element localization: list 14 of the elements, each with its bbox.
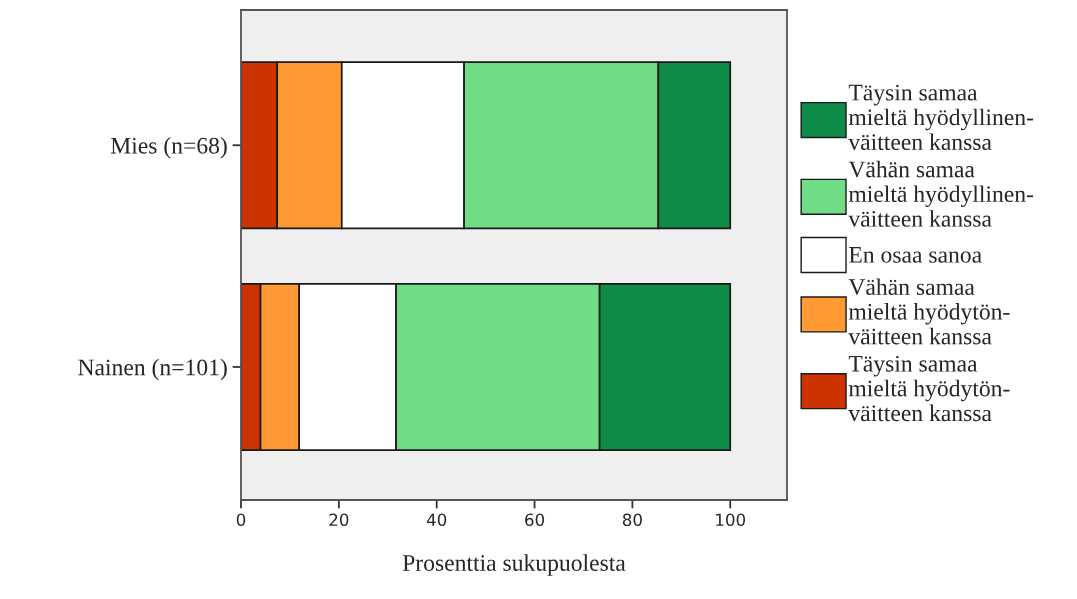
x-tick-label: 40 (426, 513, 447, 527)
legend-label: En osaa sanoa (849, 247, 982, 263)
y-tick-label: Nainen (n=101) (78, 358, 227, 381)
x-tick-label: 100 (716, 513, 746, 527)
x-tick-label: 60 (525, 513, 545, 527)
x-axis-title: Prosenttia sukupuolesta (402, 554, 626, 576)
legend-label: Vähän samaa mieltä hyödytön- väitteen kanssa (848, 278, 1010, 345)
x-tick-label: 20 (329, 513, 349, 527)
legend-label: Täysin samaa mieltä hyödyllinen- väitteen kanssa (848, 84, 1034, 151)
y-tick-label: Mies (n=68) (110, 137, 227, 159)
legend-label: Vähän samaa mieltä hyödyllinen- väitteen kanssa (848, 160, 1034, 227)
x-tick-label: 0 (236, 513, 246, 527)
x-tick-label: 80 (622, 513, 642, 527)
legend-label: Täysin samaa mieltä hyödytön- väitteen kanssa (848, 355, 1010, 422)
